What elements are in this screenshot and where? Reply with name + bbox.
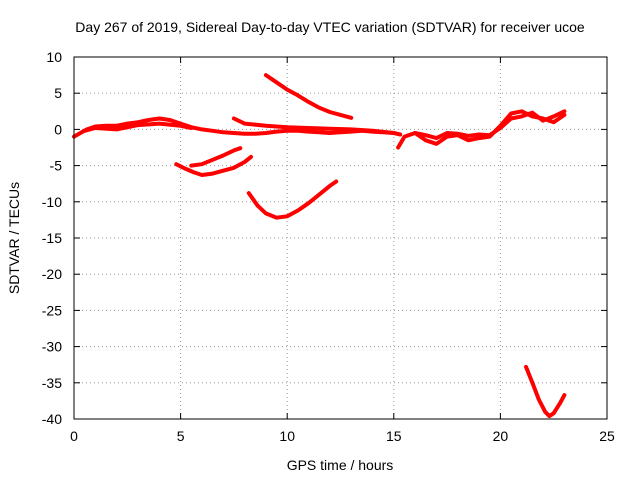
y-tick-label: -10 bbox=[42, 194, 62, 210]
x-tick-label: 0 bbox=[70, 428, 78, 444]
chart-title: Day 267 of 2019, Sidereal Day-to-day VTE… bbox=[75, 19, 585, 35]
plot-frame bbox=[73, 56, 608, 420]
y-tick-label: -5 bbox=[50, 158, 63, 174]
series-main-trace-1 bbox=[72, 116, 403, 139]
series-deep-dip bbox=[524, 364, 567, 419]
y-tick-label: 5 bbox=[54, 85, 62, 101]
y-tick-label: -20 bbox=[42, 266, 62, 282]
x-tick-labels: 0 5 10 15 20 25 bbox=[70, 428, 615, 444]
series-group bbox=[72, 73, 567, 419]
y-tick-label: -35 bbox=[42, 375, 62, 391]
y-tick-label: -15 bbox=[42, 230, 62, 246]
y-tick-labels: -40 -35 -30 -25 -20 -15 -10 -5 0 5 10 bbox=[42, 49, 62, 427]
x-axis-label: GPS time / hours bbox=[287, 457, 394, 473]
x-tick-label: 15 bbox=[386, 428, 402, 444]
x-tick-label: 20 bbox=[493, 428, 509, 444]
x-tick-label: 25 bbox=[599, 428, 615, 444]
y-tick-label: -25 bbox=[42, 302, 62, 318]
series-main-trace-3 bbox=[231, 116, 396, 135]
x-tick-label: 5 bbox=[177, 428, 185, 444]
series-mid-arc-2 bbox=[189, 146, 243, 168]
x-tick-label: 10 bbox=[279, 428, 295, 444]
y-tick-label: -30 bbox=[42, 339, 62, 355]
y-tick-label: 0 bbox=[54, 121, 62, 137]
series-upper-arc bbox=[263, 73, 354, 120]
y-axis-label: SDTVAR / TECUs bbox=[6, 182, 22, 294]
series-main-trace-2 bbox=[82, 121, 194, 133]
series-lower-arc bbox=[246, 179, 339, 220]
y-tick-label: -40 bbox=[42, 411, 62, 427]
grid-lines bbox=[74, 57, 607, 419]
series-main-trace-5 bbox=[413, 109, 567, 141]
series-mid-arc bbox=[174, 154, 253, 177]
y-tick-label: 10 bbox=[46, 49, 62, 65]
axis-ticks bbox=[73, 56, 608, 420]
